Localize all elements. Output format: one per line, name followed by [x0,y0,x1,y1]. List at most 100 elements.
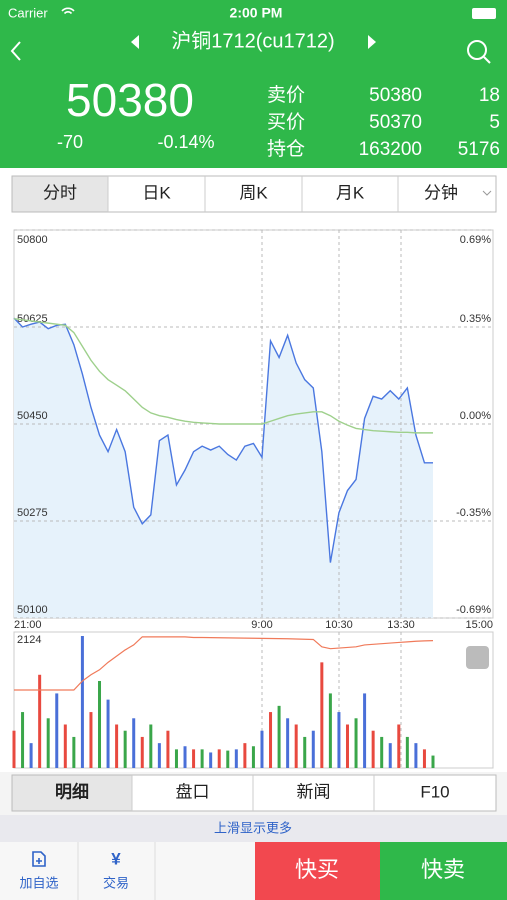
volume-bar [311,730,315,768]
volume-bar [286,718,290,768]
volume-bar [106,699,110,768]
y2-tick-label: 0.69% [460,234,491,246]
volume-bar [149,724,153,768]
volume-bar [277,705,281,768]
tab[interactable]: 分钟 [424,183,458,202]
detail-tab[interactable]: F10 [420,782,449,801]
volume-bar [115,724,119,768]
time-label: 9:00 [251,619,272,631]
volume-bar [183,746,187,768]
book-label: 买价 [267,112,305,133]
clock: 2:00 PM [230,5,283,21]
detail-tab[interactable]: 新闻 [297,782,331,801]
book-qty: 5176 [458,139,500,160]
volume-bar [80,636,84,768]
volume-bar [200,749,204,768]
hint-bg [0,815,507,842]
tab[interactable]: 月K [336,183,365,202]
tab-selected [12,176,109,212]
header-bg [0,0,507,168]
volume-bar [72,736,76,768]
book-qty: 5 [489,112,500,133]
detail-tabs: 明细 盘口 新闻 F10 [11,774,497,812]
next-contract[interactable] [368,35,376,49]
book-price: 50370 [369,112,422,133]
volume-bar [217,749,221,768]
volume-bar [234,749,238,768]
volume-bar [388,743,392,768]
volume-bar [294,724,298,768]
book-price: 163200 [359,139,422,160]
volume-bar [337,712,341,768]
watch-button[interactable]: 加自选 [19,851,59,890]
detail-tab[interactable]: 盘口 [176,782,210,801]
y2-tick-label: -0.35% [456,507,491,519]
chart-tabs: 分时 日K 周K 月K 分钟 [11,175,497,213]
volume-bar [174,749,178,768]
dropdown-caret [482,190,492,196]
volume-bar [363,693,367,768]
y2-tick-label: -0.69% [456,604,491,616]
volume-bar [55,693,59,768]
contract-title: 沪铜1712(cu1712) [171,29,334,52]
volume-bar [414,743,418,768]
book-label: 持仓 [267,138,305,160]
volume-bar [140,736,144,768]
volume-bar [192,749,196,768]
volume-bar [431,755,435,768]
y-tick-label: 50450 [17,410,48,422]
volume-bar [397,724,401,768]
volume-bar [328,693,332,768]
battery [472,8,496,19]
volume-bar [405,736,409,768]
change-pct: -0.14% [157,132,214,152]
volume-bar [226,750,230,768]
buy-button[interactable]: 快买 [255,842,380,900]
volume-bar [166,730,170,768]
tab[interactable]: 周K [239,183,268,202]
volume-bar [354,718,358,768]
book-label: 卖价 [267,84,305,106]
y-tick-label: 50275 [17,507,48,519]
y-tick-label: 50800 [17,234,48,246]
toggle-icon[interactable] [466,646,489,669]
volume-bar [98,680,102,768]
back-button[interactable] [10,41,21,61]
book-price: 50380 [369,85,422,106]
volume-bar [380,736,384,768]
time-label: 15:00 [465,619,493,631]
volume-bar [63,724,67,768]
y2-tick-label: 0.35% [460,313,491,325]
volume-bar [422,749,426,768]
volume-bar [46,718,50,768]
more-hint: 上滑显示更多 [214,820,292,835]
volume-bar [345,724,349,768]
svg-text:¥: ¥ [111,849,121,868]
volume-bar [303,736,307,768]
carrier: Carrier [8,5,48,20]
prev-contract[interactable] [131,35,139,49]
volume-bar [132,718,136,768]
search-button[interactable] [467,40,491,64]
trade-button[interactable]: ¥ 交易 [103,849,129,890]
bottom-bar [0,842,255,900]
volume-bar [269,712,273,768]
volume-bar [89,712,93,768]
tab[interactable]: 日K [142,183,171,202]
detail-tab[interactable]: 明细 [55,781,89,801]
volume-bar [260,730,264,768]
buy-label: 快买 [295,857,339,882]
price-line [13,317,433,563]
tab[interactable]: 分时 [43,183,77,202]
volume-bar [371,730,375,768]
time-label: 13:30 [387,619,415,631]
sell-button[interactable]: 快卖 [380,842,507,900]
volume-bar [157,743,161,768]
y2-tick-label: 0.00% [460,410,491,422]
volume-bar [38,674,42,768]
last-price: 50380 [66,74,194,126]
volume-bar [21,712,25,768]
volume-bar [243,743,247,768]
average-line [13,317,433,434]
